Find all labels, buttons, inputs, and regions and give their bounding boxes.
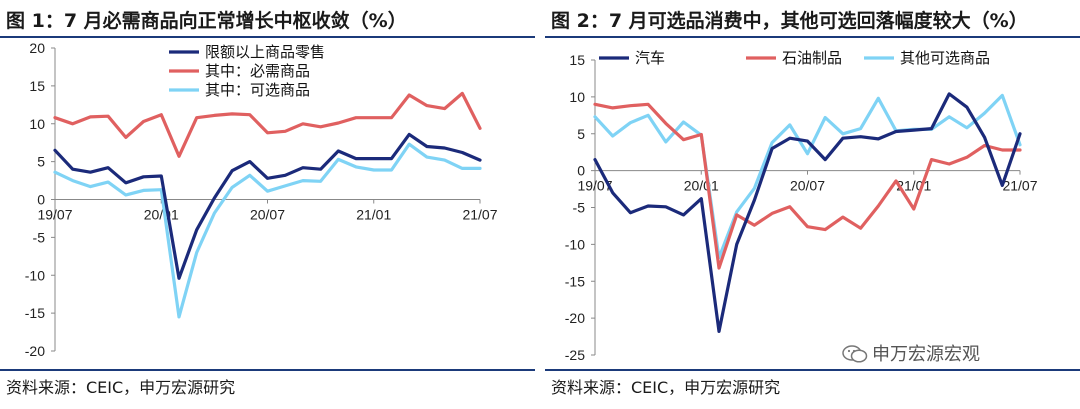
y-tick-label: 10 (29, 116, 45, 132)
series-line (53, 91, 482, 158)
y-tick-label: -15 (25, 305, 45, 321)
x-tick-label: 20/01 (684, 178, 719, 194)
chart-title: 图 2：7 月可选品消费中，其他可选回落幅度较大（%） (551, 10, 1028, 32)
chart-source: 资料来源：CEIC，申万宏源研究 (551, 378, 781, 397)
series-line (53, 132, 482, 280)
watermark-text: 申万宏源宏观 (872, 344, 980, 365)
legend-label: 石油制品 (782, 49, 842, 67)
legend-label: 其中：必需商品 (205, 62, 310, 80)
y-tick-label: -20 (25, 343, 45, 359)
title-rule (545, 36, 1080, 38)
legend-label: 汽车 (635, 49, 665, 67)
series-line (593, 102, 1022, 270)
x-tick-label: 21/01 (356, 207, 391, 223)
x-tick-label: 20/01 (144, 207, 179, 223)
y-tick-label: -15 (565, 273, 585, 289)
chart-source: 资料来源：CEIC，申万宏源研究 (6, 378, 236, 397)
y-tick-label: 5 (577, 126, 585, 142)
source-rule (545, 369, 1080, 371)
legend-label: 其他可选商品 (900, 49, 990, 67)
y-tick-label: -5 (33, 229, 46, 245)
line-chart-retail: 20 15 10 5 0 -5 -10 -15 -20 19/07 20/01 20/07 21/01 2… (25, 40, 498, 359)
x-tick-label: 21/07 (1002, 178, 1037, 194)
series-line (593, 92, 1022, 333)
series-line (593, 93, 1022, 260)
watermark: 申万宏源宏观 (842, 340, 980, 366)
chart-panel-right: 图 2：7 月可选品消费中，其他可选回落幅度较大（%） 15 10 5 0 -5 -10 -… (545, 0, 1080, 409)
y-tick-label: 0 (577, 163, 585, 179)
y-tick-label: -10 (25, 267, 45, 283)
y-tick-label: -10 (565, 236, 585, 252)
x-tick-label: 20/07 (790, 178, 825, 194)
y-tick-label: 20 (29, 40, 45, 56)
title-rule (0, 36, 535, 38)
legend-label: 限额以上商品零售 (205, 43, 325, 61)
y-tick-label: 0 (37, 192, 45, 208)
y-tick-label: -5 (573, 200, 586, 216)
y-tick-label: 5 (37, 154, 45, 170)
wechat-icon (842, 345, 868, 363)
series-line (53, 142, 482, 319)
y-tick-label: 10 (569, 89, 585, 105)
source-rule (0, 369, 535, 371)
x-tick-label: 19/07 (577, 178, 612, 194)
legend-label: 其中：可选商品 (205, 81, 310, 99)
y-tick-label: -25 (565, 347, 585, 363)
y-tick-label: 15 (569, 52, 585, 68)
chart-title: 图 1：7 月必需商品向正常增长中枢收敛（%） (6, 10, 407, 32)
y-tick-label: -20 (565, 310, 585, 326)
y-tick-label: 15 (29, 78, 45, 94)
x-tick-label: 21/07 (462, 207, 497, 223)
chart-panel-left: 图 1：7 月必需商品向正常增长中枢收敛（%） 20 15 10 5 0 -5 -10 -15… (0, 0, 535, 409)
x-tick-label: 20/07 (250, 207, 285, 223)
x-tick-label: 19/07 (37, 207, 72, 223)
